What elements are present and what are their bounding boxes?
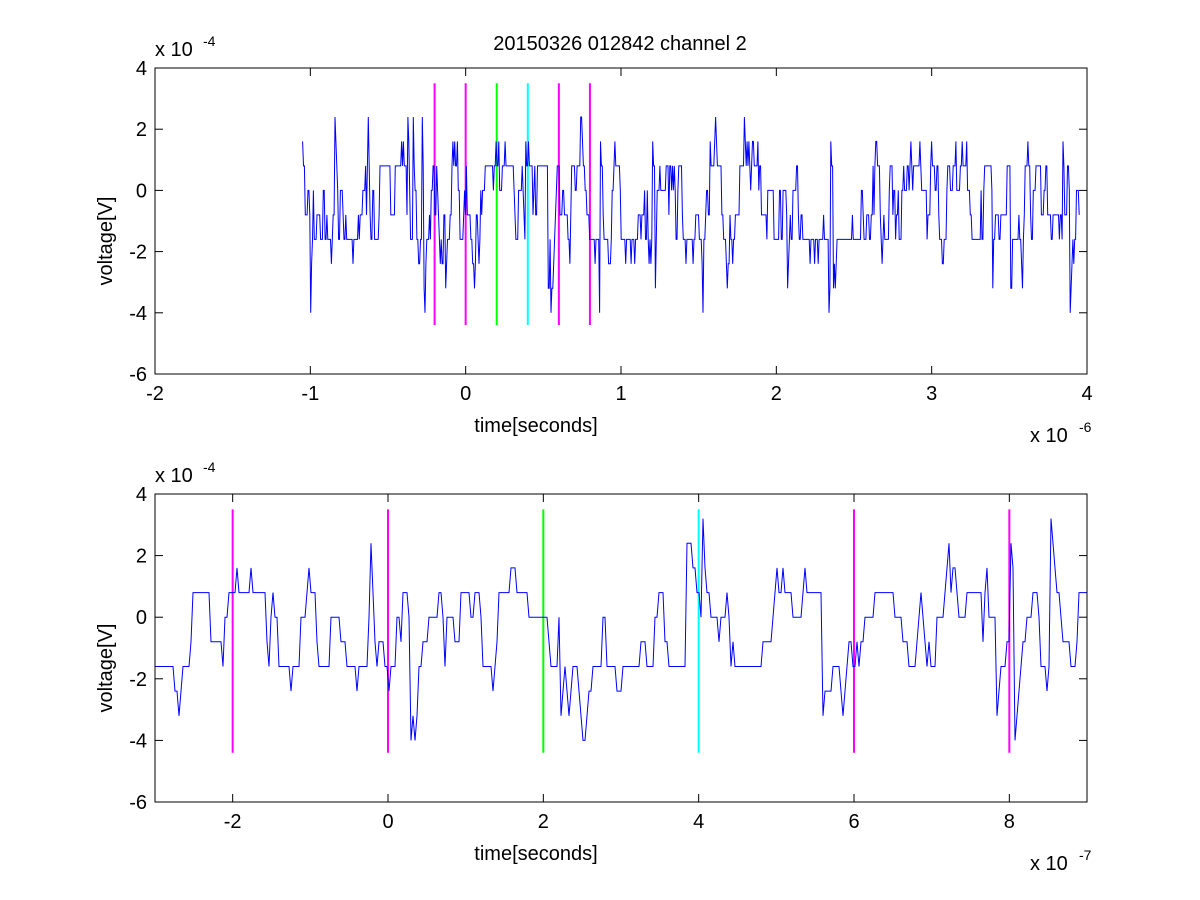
y-tick-label: -4 — [129, 303, 147, 325]
x-tick-label: 4 — [693, 811, 704, 833]
y-tick-label: 4 — [136, 484, 147, 506]
y-tick-label: 0 — [136, 180, 147, 202]
x-tick-label: 1 — [615, 383, 626, 405]
x-tick-label: 2 — [771, 383, 782, 405]
x-tick-label: 0 — [460, 383, 471, 405]
y-tick-label: -4 — [129, 730, 147, 752]
x-exponent-bottom: x 10 -7 — [1030, 847, 1092, 875]
svg-text:x 10: x 10 — [155, 465, 193, 487]
y-tick-label: -6 — [129, 792, 147, 814]
svg-text:x 10: x 10 — [1030, 853, 1068, 875]
y-tick-label: 0 — [136, 607, 147, 629]
markers-top — [433, 83, 591, 326]
x-axis-label-top: time[seconds] — [474, 415, 597, 437]
subplot-bottom: -2 0 2 4 6 8 -6 -4 -2 0 2 4 time[seconds] voltage[… — [95, 459, 1092, 875]
series-bottom — [155, 518, 1087, 741]
svg-text:-4: -4 — [203, 33, 216, 49]
x-tick-label: -2 — [146, 383, 164, 405]
voltage-trace — [302, 116, 1080, 313]
figure-title: 20150326 012842 channel 2 — [493, 33, 747, 55]
y-tick-label: -2 — [129, 669, 147, 691]
x-tick-label: 0 — [382, 811, 393, 833]
svg-text:-6: -6 — [1079, 419, 1092, 435]
svg-text:-4: -4 — [203, 459, 216, 475]
y-tick-label: 2 — [136, 546, 147, 568]
markers-bottom — [231, 509, 1011, 753]
y-tick-label: -6 — [129, 364, 147, 386]
y-tick-label: -2 — [129, 242, 147, 264]
x-tick-label: 4 — [1081, 383, 1092, 405]
voltage-trace — [155, 518, 1087, 741]
svg-text:x 10: x 10 — [155, 39, 193, 61]
x-axis-label-bottom: time[seconds] — [474, 843, 597, 865]
x-tick-label: -2 — [224, 811, 242, 833]
x-tick-label: 6 — [848, 811, 859, 833]
y-ticks-bottom: -6 -4 -2 0 2 4 — [129, 484, 1087, 814]
x-tick-label: 2 — [538, 811, 549, 833]
y-ticks-top: -6 -4 -2 0 2 4 — [129, 58, 1087, 386]
x-exponent-top: x 10 -6 — [1030, 419, 1092, 447]
y-tick-label: 4 — [136, 58, 147, 80]
x-ticks-bottom: -2 0 2 4 6 8 — [224, 494, 1015, 833]
x-tick-label: 3 — [926, 383, 937, 405]
x-tick-label: 8 — [1004, 811, 1015, 833]
y-exponent-bottom: x 10 -4 — [155, 459, 216, 487]
y-axis-label-bottom: voltage[V] — [95, 624, 117, 713]
y-axis-label-top: voltage[V] — [95, 197, 117, 286]
y-tick-label: 2 — [136, 119, 147, 141]
x-tick-label: -1 — [301, 383, 319, 405]
x-ticks-top: -2 -1 0 1 2 3 4 — [146, 68, 1093, 405]
plot-frame-bottom — [154, 493, 1088, 803]
y-exponent-top: x 10 -4 — [155, 33, 216, 61]
series-top — [302, 116, 1080, 313]
subplot-top: -2 -1 0 1 2 3 4 -6 -4 -2 0 2 4 time[seconds] voltag… — [95, 33, 1093, 447]
svg-text:-7: -7 — [1079, 847, 1092, 863]
svg-text:x 10: x 10 — [1030, 425, 1068, 447]
